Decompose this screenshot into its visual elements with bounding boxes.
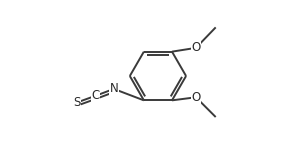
Text: O: O (191, 91, 201, 104)
Text: S: S (73, 96, 80, 109)
Text: C: C (92, 89, 100, 102)
Text: O: O (191, 41, 201, 54)
Text: N: N (109, 82, 118, 95)
